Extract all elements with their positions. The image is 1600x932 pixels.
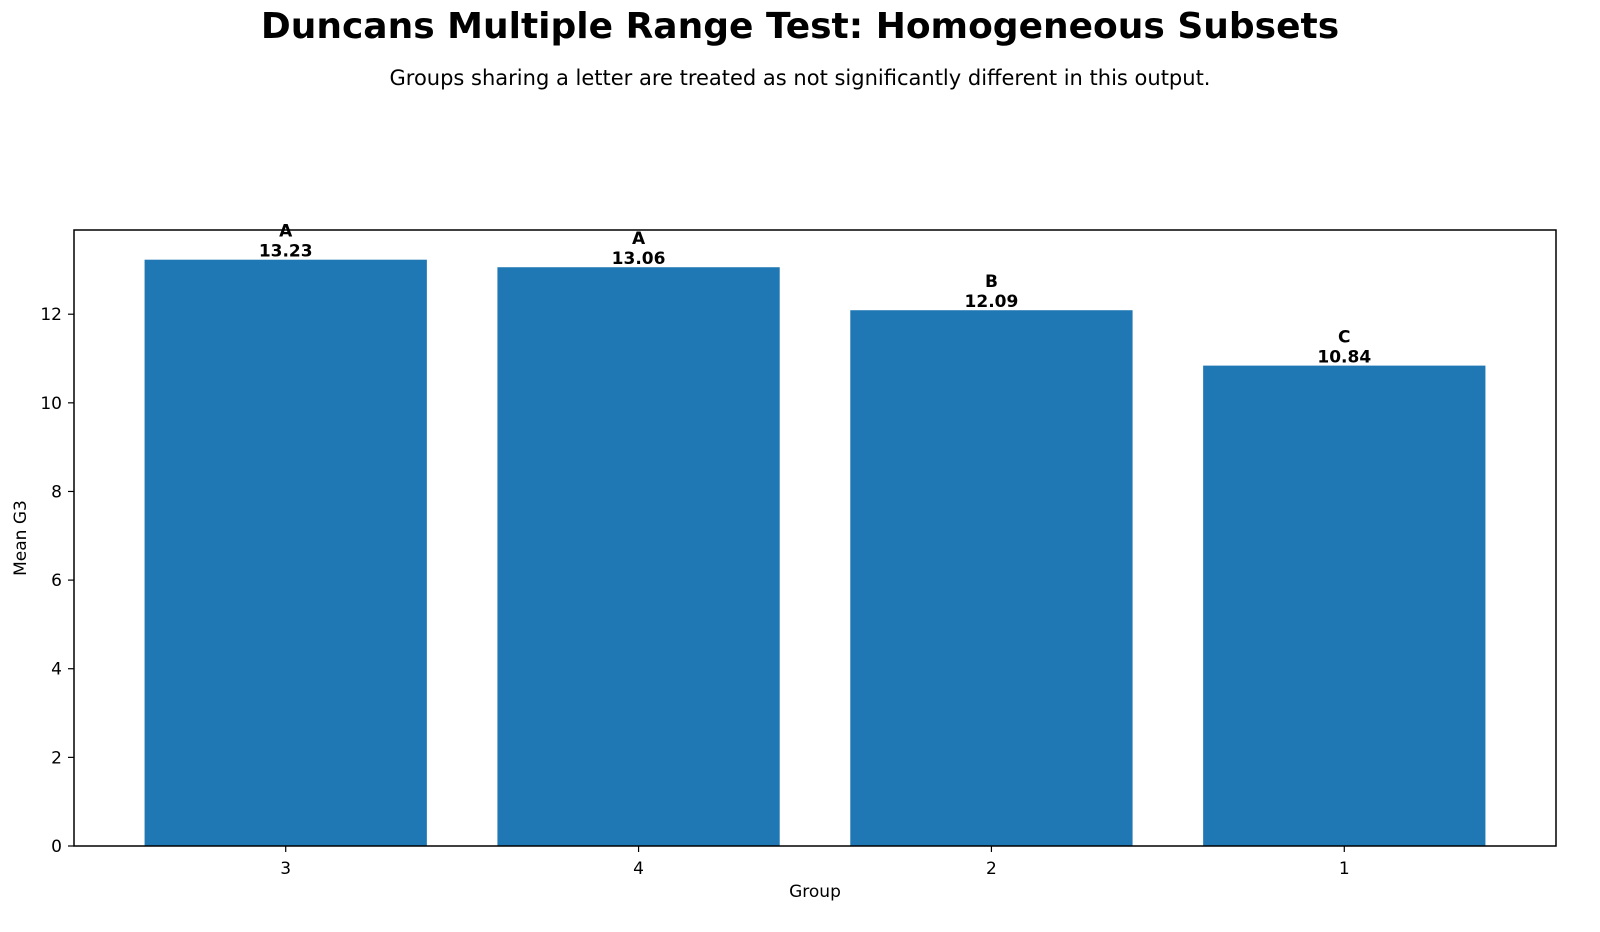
plot-frame (73, 229, 1557, 847)
y-tick-label: 10 (40, 394, 62, 414)
x-axis: 3 4 2 1 (280, 846, 1350, 879)
x-axis-label: Group (789, 882, 841, 902)
y-tick-label: 2 (51, 748, 62, 768)
chart-subtitle: Groups sharing a letter are treated as n… (389, 66, 1211, 90)
y-tick-label: 12 (40, 305, 62, 325)
y-tick-label: 0 (51, 837, 62, 857)
x-tick-label: 2 (986, 859, 997, 879)
x-tick-label: 1 (1339, 859, 1350, 879)
y-tick-label: 4 (51, 660, 62, 680)
chart-title: Duncans Multiple Range Test: Homogeneous… (260, 6, 1340, 47)
x-tick-label: 4 (633, 859, 644, 879)
group-letter-label: A (632, 229, 646, 249)
x-tick-label: 3 (280, 859, 291, 879)
bar-value-label: 13.06 (612, 249, 666, 269)
group-letter-label: A (279, 222, 293, 242)
bars-layer (144, 259, 1486, 846)
bar-group-4 (497, 267, 780, 846)
group-letter-label: B (985, 272, 998, 292)
y-axis: 0 2 4 6 8 10 12 (40, 305, 74, 857)
bar-value-label: 10.84 (1317, 348, 1371, 368)
bar-group-3 (144, 259, 427, 846)
y-axis-label: Mean G3 (11, 500, 31, 576)
group-letter-label: C (1338, 328, 1350, 348)
y-tick-label: 6 (51, 571, 62, 591)
bar-group-2 (850, 310, 1133, 846)
bar-value-label: 12.09 (965, 292, 1019, 312)
y-tick-label: 8 (51, 482, 62, 502)
bar-value-label: 13.23 (259, 242, 313, 262)
bar-group-1 (1203, 365, 1486, 846)
